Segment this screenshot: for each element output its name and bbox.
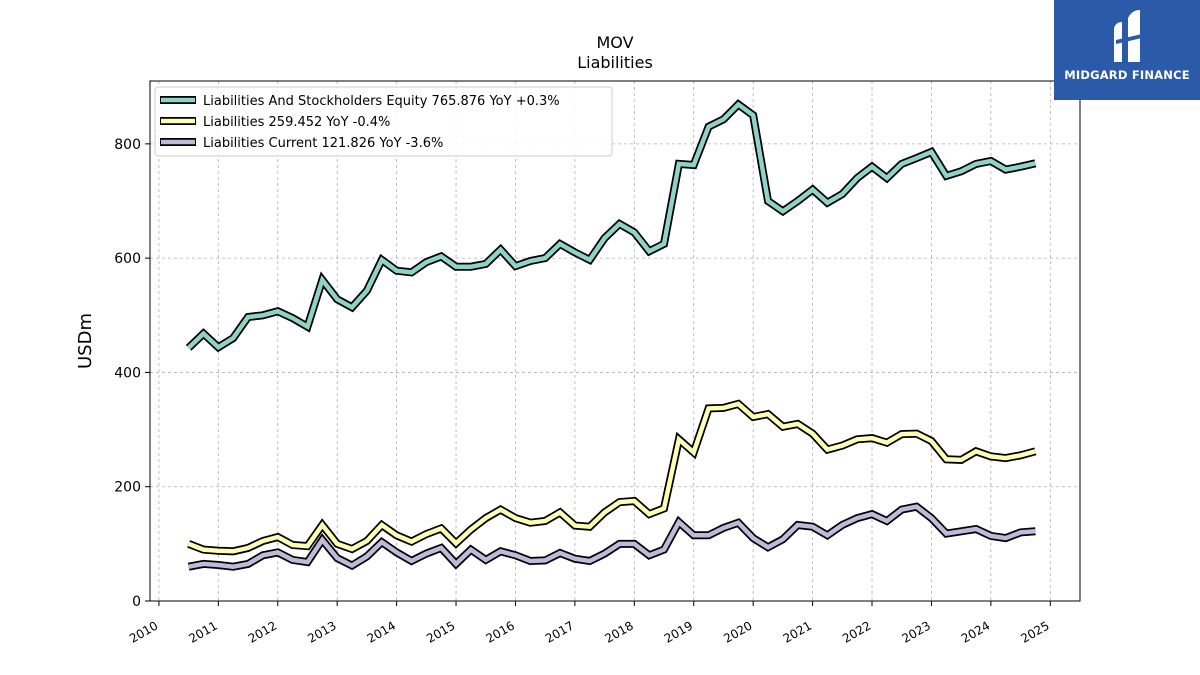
legend-entry-label: Liabilities And Stockholders Equity 765.… [203, 94, 560, 109]
y-tick-label: 400 [114, 365, 141, 381]
legend-entry-label: Liabilities Current 121.826 YoY -3.6% [203, 136, 443, 151]
x-tick-label: 2019 [662, 618, 695, 645]
plot-frame [149, 80, 1081, 602]
x-tick-label: 2018 [602, 618, 635, 645]
legend: Liabilities And Stockholders Equity 765.… [154, 86, 613, 157]
x-tick-label: 2012 [246, 618, 279, 645]
x-tick-label: 2015 [424, 618, 457, 645]
y-tick-label: 800 [114, 137, 141, 153]
x-tick-label: 2016 [484, 618, 517, 645]
x-tick-label: 2014 [365, 618, 398, 645]
y-tick-label: 600 [114, 251, 141, 267]
chart-subtitle: Liabilities [577, 53, 653, 72]
x-tick-label: 2020 [721, 618, 754, 645]
brand-logo: MIDGARD FINANCE [1054, 0, 1200, 100]
y-axis-label: USDm [75, 313, 96, 369]
series-line-1 [187, 401, 1036, 554]
x-tick-label: 2011 [186, 618, 219, 645]
series-line-2 [188, 504, 1036, 569]
series-lines [185, 99, 1037, 571]
x-tick-label: 2024 [959, 618, 992, 645]
y-tick-label: 200 [114, 480, 141, 496]
x-tick-label: 2025 [1018, 618, 1051, 645]
x-tick-label: 2010 [127, 618, 160, 645]
logo-mark-icon [1114, 10, 1142, 62]
x-tick-label: 2013 [305, 618, 338, 645]
x-tick-label: 2023 [899, 618, 932, 645]
series-line-0 [187, 101, 1036, 351]
x-tick-label: 2017 [543, 618, 576, 645]
y-axis: 0 200 400 600 800 [114, 137, 150, 610]
series-line-outline [187, 399, 1037, 556]
legend-box [154, 86, 613, 157]
x-axis: 2010 2011 2012 2013 2014 2015 2016 2017 2018 2019… [127, 601, 1052, 646]
chart-title: MOV [596, 33, 633, 52]
x-tick-label: 2022 [840, 618, 873, 645]
x-tick-label: 2021 [781, 618, 814, 645]
logo-text: MIDGARD FINANCE [1064, 68, 1190, 82]
legend-entry-label: Liabilities 259.452 YoY -0.4% [203, 115, 390, 130]
y-tick-label: 0 [132, 594, 141, 610]
